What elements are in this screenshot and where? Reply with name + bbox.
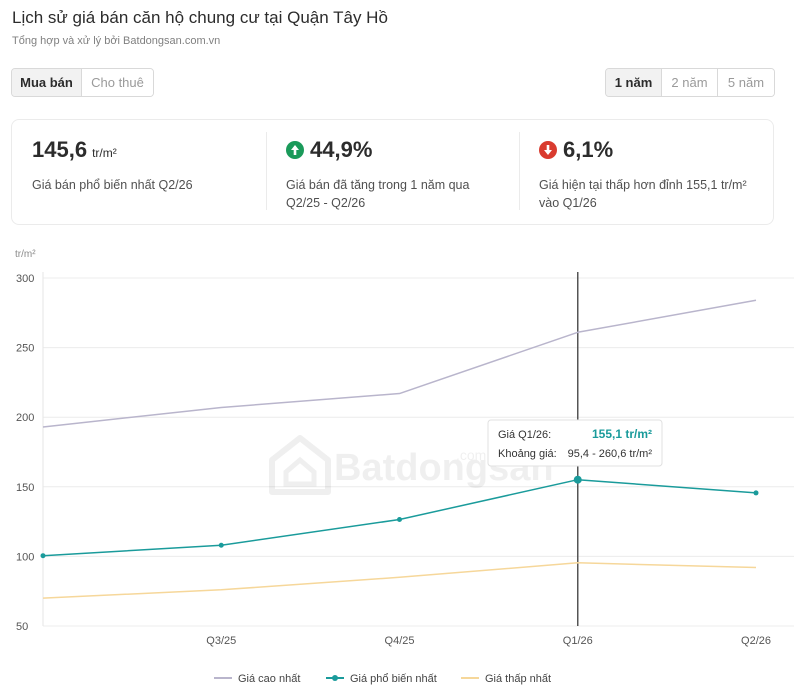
x-tick-label: Q4/25 (385, 635, 415, 647)
price-history-chart: tr/m² 300 250 200 150 100 50 Q3/25 Q4/25 Q1/26 Q2/… (15, 249, 794, 685)
data-point[interactable] (397, 517, 402, 523)
arrow-up-icon (286, 141, 304, 159)
stat-peak-diff-value: 6,1% (563, 137, 614, 162)
tooltip: Giá Q1/26: 155,1 tr/m² Khoảng giá: 95,4 - 2… (487, 419, 663, 467)
y-tick-label: 300 (16, 273, 34, 285)
time-range-toggle: 1 năm 2 năm 5 năm (605, 68, 775, 97)
y-axis-unit-label: tr/m² (15, 249, 36, 260)
stat-yearly-change-desc: Giá bán đã tăng trong 1 năm qua (286, 178, 470, 192)
data-point[interactable] (573, 475, 582, 484)
series-line (42, 562, 757, 599)
y-tick-label: 250 (16, 343, 34, 355)
tooltip-label-1: Giá Q1/26: (498, 429, 551, 441)
arrow-down-icon (539, 141, 557, 159)
stat-common-price-desc: Giá bán phổ biến nhất Q2/26 (32, 178, 193, 192)
tab-5-years[interactable]: 5 năm (718, 69, 774, 96)
legend-item[interactable]: Giá cao nhất (214, 673, 300, 685)
stat-common-price-value: 145,6 (32, 137, 88, 162)
data-point[interactable] (40, 553, 46, 559)
stat-yearly-change-period: Q2/25 - Q2/26 (286, 196, 366, 210)
x-tick-label: Q1/26 (563, 635, 593, 647)
stat-divider (519, 132, 520, 210)
page-title: Lịch sử giá bán căn hộ chung cư tại Quận… (12, 8, 388, 27)
watermark-suffix: .com (456, 447, 486, 463)
stat-peak-diff-desc: Giá hiện tại thấp hơn đỉnh 155,1 tr/m² (539, 178, 747, 192)
x-tick-label: Q2/26 (741, 635, 771, 647)
legend-item[interactable]: Giá thấp nhất (461, 673, 551, 685)
series-line (42, 299, 757, 428)
tooltip-value-2: 95,4 - 260,6 tr/m² (568, 448, 653, 460)
legend-label: Giá thấp nhất (485, 673, 551, 685)
legend-marker (332, 675, 338, 681)
tab-cho-thue[interactable]: Cho thuê (82, 69, 153, 96)
data-point[interactable] (218, 542, 224, 548)
tab-2-years[interactable]: 2 năm (662, 69, 718, 96)
stat-yearly-change-value: 44,9% (310, 137, 373, 162)
tooltip-value-1: 155,1 tr/m² (592, 427, 652, 441)
data-point[interactable] (753, 490, 759, 496)
y-tick-label: 100 (16, 551, 34, 563)
y-tick-label: 150 (16, 482, 34, 494)
x-tick-label: Q3/25 (206, 635, 236, 647)
tab-1-year[interactable]: 1 năm (606, 69, 662, 96)
tab-mua-ban[interactable]: Mua bán (12, 69, 82, 96)
watermark-logo-icon (269, 435, 331, 495)
stat-common-price-unit: tr/m² (92, 146, 117, 160)
legend-item[interactable]: Giá phổ biến nhất (326, 673, 437, 685)
legend-label: Giá cao nhất (238, 673, 300, 685)
stats-card: 145,6 tr/m² Giá bán phổ biến nhất Q2/26 … (11, 119, 774, 225)
y-tick-label: 200 (16, 412, 34, 424)
page-subtitle: Tổng hợp và xử lý bởi Batdongsan.com.vn (12, 35, 221, 47)
stat-divider (266, 132, 267, 210)
y-tick-label: 50 (16, 621, 28, 633)
stat-peak-diff-period: vào Q1/26 (539, 196, 597, 210)
listing-type-toggle: Mua bán Cho thuê (11, 68, 154, 97)
tooltip-box (487, 419, 663, 467)
tooltip-label-2: Khoảng giá: (498, 448, 557, 460)
legend-label: Giá phổ biến nhất (350, 673, 437, 685)
